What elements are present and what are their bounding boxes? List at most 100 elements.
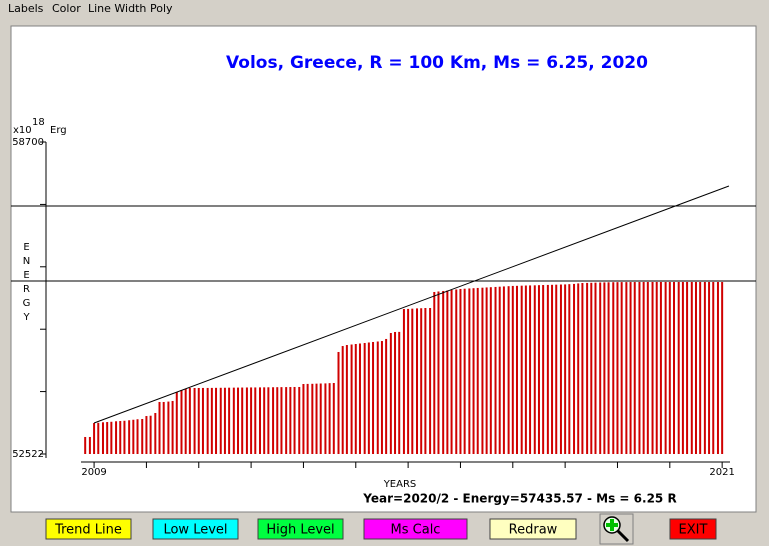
bar (468, 288, 471, 454)
zoom-button[interactable] (599, 513, 634, 545)
bar (162, 401, 165, 454)
bar (372, 341, 375, 454)
bar (511, 285, 514, 454)
button[interactable]: EXIT (669, 518, 717, 540)
y-unit-base: x10 (13, 125, 32, 136)
menu-item[interactable]: Line Width (88, 2, 146, 15)
bar (612, 282, 615, 454)
bar (101, 422, 104, 454)
y-tick-label: 58700 (12, 137, 44, 148)
bar (250, 387, 253, 454)
bar (376, 341, 379, 454)
bar (358, 343, 361, 454)
button[interactable]: Low Level (152, 518, 239, 540)
x-tick-label: 2009 (81, 467, 106, 478)
bar (93, 422, 96, 454)
bar (141, 419, 144, 454)
bar (350, 344, 353, 454)
bar (201, 387, 204, 454)
bar (158, 401, 161, 454)
bar (197, 387, 200, 454)
bar (672, 281, 675, 454)
bar (524, 285, 527, 454)
trend-line (93, 185, 730, 424)
bar (629, 282, 632, 454)
bar (625, 282, 628, 454)
button[interactable]: High Level (257, 518, 344, 540)
bar (581, 283, 584, 454)
bar (128, 420, 131, 454)
y-tick-label: 52522 (12, 449, 44, 460)
menu-item[interactable]: Color (52, 2, 81, 15)
bar (481, 287, 484, 454)
bar (206, 387, 209, 454)
bar (712, 281, 715, 454)
bar (599, 282, 602, 454)
bar (232, 387, 235, 454)
menu-item[interactable]: Labels (8, 2, 44, 15)
button[interactable]: Trend Line (45, 518, 132, 540)
bar (455, 289, 458, 454)
bar (394, 331, 397, 454)
bar (188, 387, 191, 454)
button[interactable]: Redraw (489, 518, 577, 540)
bar (411, 308, 414, 454)
bar (328, 383, 331, 454)
y-unit: Erg (50, 125, 67, 136)
bar (716, 281, 719, 454)
bar (345, 345, 348, 454)
y-unit-exponent: 18 (32, 117, 45, 128)
bar (515, 285, 518, 454)
bar (241, 387, 244, 454)
button-label: Ms Calc (391, 523, 441, 538)
bar (450, 289, 453, 454)
bar (367, 342, 370, 454)
bar (167, 401, 170, 454)
bar (315, 383, 318, 454)
bar (272, 387, 275, 454)
bar (228, 387, 231, 454)
bar (681, 281, 684, 454)
bar (110, 421, 113, 454)
bar (651, 281, 654, 454)
bar (289, 387, 292, 454)
bar (603, 282, 606, 454)
bar (686, 281, 689, 454)
bar (659, 281, 662, 454)
bar (84, 436, 87, 454)
bar (237, 387, 240, 454)
chart-panel (10, 25, 757, 513)
bar (363, 342, 366, 454)
bar (402, 309, 405, 454)
bar (573, 283, 576, 454)
bar (302, 384, 305, 454)
bar (616, 282, 619, 454)
bar (708, 281, 711, 454)
status-annotation: Year=2020/2 - Energy=57435.57 - Ms = 6.2… (362, 492, 676, 506)
menu-item[interactable]: Poly (150, 2, 173, 15)
bar (332, 382, 335, 454)
bar (633, 282, 636, 454)
bar (267, 387, 270, 454)
button-face (45, 518, 132, 540)
bar (97, 422, 100, 454)
button-label: EXIT (679, 523, 708, 538)
bar (119, 421, 122, 454)
button-face (669, 518, 717, 540)
bar (638, 281, 641, 454)
bar (594, 282, 597, 454)
bar (533, 285, 536, 454)
button[interactable]: Ms Calc (363, 518, 468, 540)
bar (215, 387, 218, 454)
bar (285, 387, 288, 454)
x-tick-label: 2021 (709, 467, 734, 478)
bar (586, 282, 589, 454)
bar (542, 285, 545, 454)
bar (502, 286, 505, 454)
bar (245, 387, 248, 454)
bar (446, 290, 449, 454)
menu-bar (0, 0, 769, 18)
bar (420, 308, 423, 454)
